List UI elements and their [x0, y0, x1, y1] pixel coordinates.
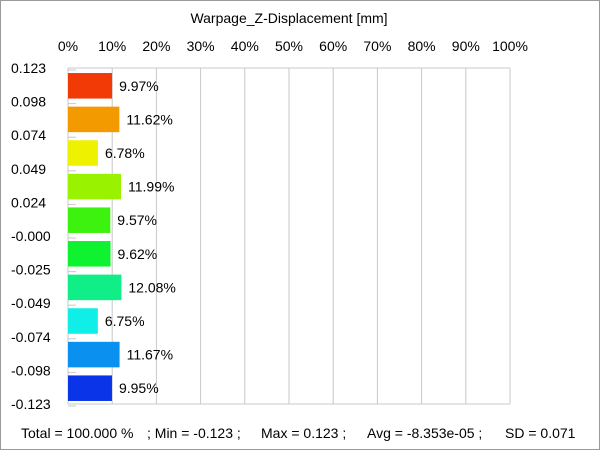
bar-value-label: 9.62% [118, 246, 158, 262]
y-tick-labels: 0.123 0.098 0.074 0.049 0.024 -0.000 -0.025 -0.… [11, 60, 51, 412]
footer-total: Total = 100.000 % [21, 425, 133, 441]
x-tick-label: 60% [319, 38, 347, 54]
bar-value-label: 9.57% [117, 212, 157, 228]
footer-min: ; Min = -0.123 ; [147, 425, 241, 441]
x-tick-label: 0% [58, 38, 78, 54]
y-tick-label: -0.049 [11, 295, 51, 311]
stats-footer: Total = 100.000 % ; Min = -0.123 ; Max =… [21, 425, 576, 441]
bar-value-label: 11.67% [127, 347, 173, 363]
x-tick-label: 30% [187, 38, 215, 54]
y-tick-label: 0.049 [11, 161, 46, 177]
bars [68, 73, 122, 401]
y-tick-label: -0.074 [11, 329, 51, 345]
y-tick-label: -0.098 [11, 362, 51, 378]
x-tick-label: 50% [275, 38, 303, 54]
y-tick-label: -0.025 [11, 262, 51, 278]
x-tick-label: 70% [363, 38, 391, 54]
bar [68, 375, 112, 401]
y-tick-label: 0.024 [11, 194, 46, 210]
x-tick-label: 80% [408, 38, 436, 54]
bar-value-label: 9.95% [119, 380, 159, 396]
bar [68, 73, 113, 99]
footer-avg: Avg = -8.353e-05 ; [367, 425, 482, 441]
y-tick-label: -0.123 [11, 396, 51, 412]
bar [68, 341, 120, 368]
x-tick-label: 40% [231, 38, 259, 54]
bar [68, 106, 120, 133]
x-tick-label: 10% [98, 38, 126, 54]
y-tick-label: 0.098 [11, 94, 46, 110]
bar [68, 173, 121, 200]
bar [68, 308, 98, 334]
y-tick-label: 0.123 [11, 60, 46, 76]
x-tick-label: 90% [452, 38, 480, 54]
bar-value-label: 6.75% [105, 313, 145, 329]
y-tick-label: 0.074 [11, 127, 46, 143]
bar [68, 241, 111, 267]
bar-labels: 9.97% 11.62% 6.78% 11.99% 9.57% 9.62% 12.08% 6.… [105, 78, 176, 396]
bar [68, 140, 98, 166]
x-tick-label: 20% [142, 38, 170, 54]
grid-lines [67, 67, 511, 407]
bar-value-label: 12.08% [128, 279, 175, 295]
x-tick-labels: 0% 10% 20% 30% 40% 50% 60% 70% 80% 90% 100% [58, 38, 528, 54]
bar-value-label: 11.99% [128, 179, 174, 195]
bar [68, 274, 122, 301]
bar [68, 207, 111, 233]
x-tick-label: 100% [492, 38, 528, 54]
bar-value-label: 9.97% [119, 78, 159, 94]
footer-max: Max = 0.123 ; [261, 425, 346, 441]
bar-value-label: 11.62% [126, 111, 172, 127]
chart-title: Warpage_Z-Displacement [mm] [190, 10, 387, 26]
y-tick-label: -0.000 [11, 228, 51, 244]
bar-value-label: 6.78% [105, 145, 145, 161]
footer-sd: SD = 0.071 [505, 425, 576, 441]
